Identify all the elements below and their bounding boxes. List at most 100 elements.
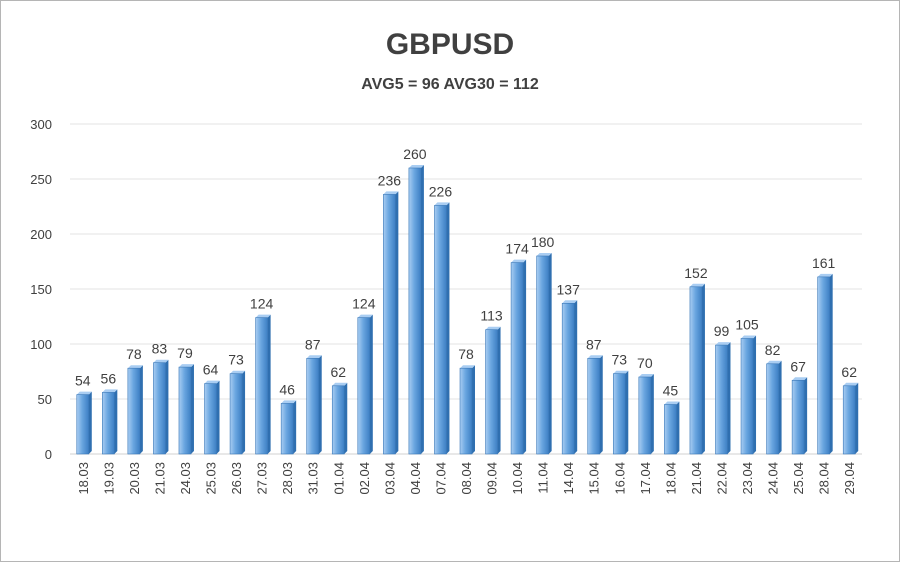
data-label: 82 — [765, 342, 781, 358]
x-axis: 18.03 19.03 20.03 21.03 24.03 25.03 26.03 27.03… — [76, 462, 857, 495]
x-tick-label: 18.04 — [663, 462, 678, 495]
data-label: 83 — [152, 341, 168, 357]
data-label: 73 — [612, 352, 628, 368]
bar-side — [574, 300, 578, 454]
x-tick-label: 23.04 — [740, 462, 755, 495]
bar-front — [306, 357, 320, 455]
bar — [306, 355, 322, 455]
bar-top — [102, 389, 118, 393]
bar-top — [434, 202, 450, 206]
x-tick-label: 11.04 — [536, 462, 551, 494]
x-tick-label: 25.04 — [791, 462, 806, 495]
bar-front — [280, 403, 294, 455]
y-tick-label: 0 — [45, 447, 52, 462]
bar-top — [383, 191, 399, 195]
bar-side — [650, 374, 654, 454]
x-tick-label: 16.04 — [612, 462, 627, 495]
bar — [459, 365, 475, 455]
data-label: 70 — [637, 355, 653, 371]
bar-top — [204, 380, 220, 384]
x-tick-label: 14.04 — [561, 462, 576, 495]
data-label: 152 — [684, 265, 708, 281]
bar — [638, 374, 654, 455]
bar-side — [190, 364, 194, 454]
bar-front — [510, 262, 524, 455]
bar-side — [165, 359, 169, 454]
bar-top — [817, 273, 833, 277]
bar-front — [715, 344, 728, 455]
bar-side — [242, 370, 246, 454]
x-tick-label: 21.03 — [152, 462, 167, 495]
chart-title: GBPUSD — [385, 28, 515, 61]
bar-front — [204, 383, 217, 455]
bar-side — [267, 314, 271, 454]
bar-top — [664, 401, 680, 405]
bar — [76, 391, 92, 455]
y-tick-label: 200 — [30, 227, 52, 242]
bar — [280, 400, 297, 455]
bar-front — [153, 362, 166, 455]
data-label: 45 — [663, 383, 679, 399]
bar-front — [842, 385, 856, 455]
y-tick-label: 150 — [30, 282, 52, 297]
bar-side — [88, 391, 92, 454]
data-label: 99 — [714, 323, 730, 339]
bar — [331, 382, 348, 455]
data-label: 67 — [790, 358, 806, 374]
bar-top — [511, 259, 527, 263]
bar-side — [344, 382, 348, 454]
bar-side — [216, 380, 220, 454]
bar-top — [689, 283, 705, 287]
bar-top — [485, 326, 501, 330]
x-tick-label: 01.04 — [331, 462, 346, 495]
bar-front — [561, 302, 575, 455]
data-label: 62 — [330, 364, 346, 380]
bar — [689, 283, 705, 455]
bar-front — [434, 205, 447, 455]
data-label: 124 — [250, 296, 274, 312]
bar-top — [792, 377, 808, 381]
x-tick-label: 24.04 — [766, 462, 781, 495]
bar-top — [178, 364, 194, 368]
bar — [766, 360, 782, 455]
bar-top — [255, 314, 271, 318]
bar-side — [599, 355, 603, 454]
data-label: 78 — [126, 346, 142, 362]
bar-front — [689, 286, 703, 455]
bar-top — [638, 374, 654, 377]
bar — [408, 165, 424, 455]
bar — [485, 326, 501, 455]
x-tick-label: 03.04 — [382, 462, 397, 495]
bar-side — [369, 314, 373, 454]
bar — [127, 365, 143, 455]
data-label: 54 — [75, 373, 91, 389]
bar-side — [497, 326, 501, 454]
data-label: 124 — [352, 296, 376, 312]
bar-top — [562, 300, 578, 304]
bar-front — [357, 317, 371, 455]
y-tick-label: 50 — [38, 392, 52, 407]
bar-top — [536, 253, 552, 256]
bar-front — [587, 357, 601, 455]
data-label: 226 — [429, 183, 453, 199]
x-tick-label: 17.04 — [638, 462, 653, 495]
bar-front — [127, 367, 141, 455]
data-label: 79 — [177, 345, 193, 361]
x-tick-label: 20.03 — [127, 462, 142, 495]
bar-front — [331, 385, 345, 455]
x-tick-label: 07.04 — [433, 462, 448, 495]
x-tick-label: 21.04 — [689, 462, 704, 495]
bar-front — [766, 363, 779, 455]
bar-top — [306, 355, 322, 359]
data-label: 46 — [279, 381, 295, 397]
x-tick-label: 10.04 — [510, 462, 525, 495]
bar-top — [281, 400, 297, 404]
data-label: 260 — [403, 146, 427, 162]
x-tick-label: 19.03 — [101, 462, 116, 495]
bar-top — [843, 382, 859, 386]
bar-side — [753, 335, 757, 454]
bar-side — [855, 382, 859, 454]
x-tick-label: 26.03 — [229, 462, 244, 495]
y-tick-label: 100 — [30, 337, 52, 352]
y-axis: 0 50 100 150 200 250 300 — [30, 117, 52, 462]
